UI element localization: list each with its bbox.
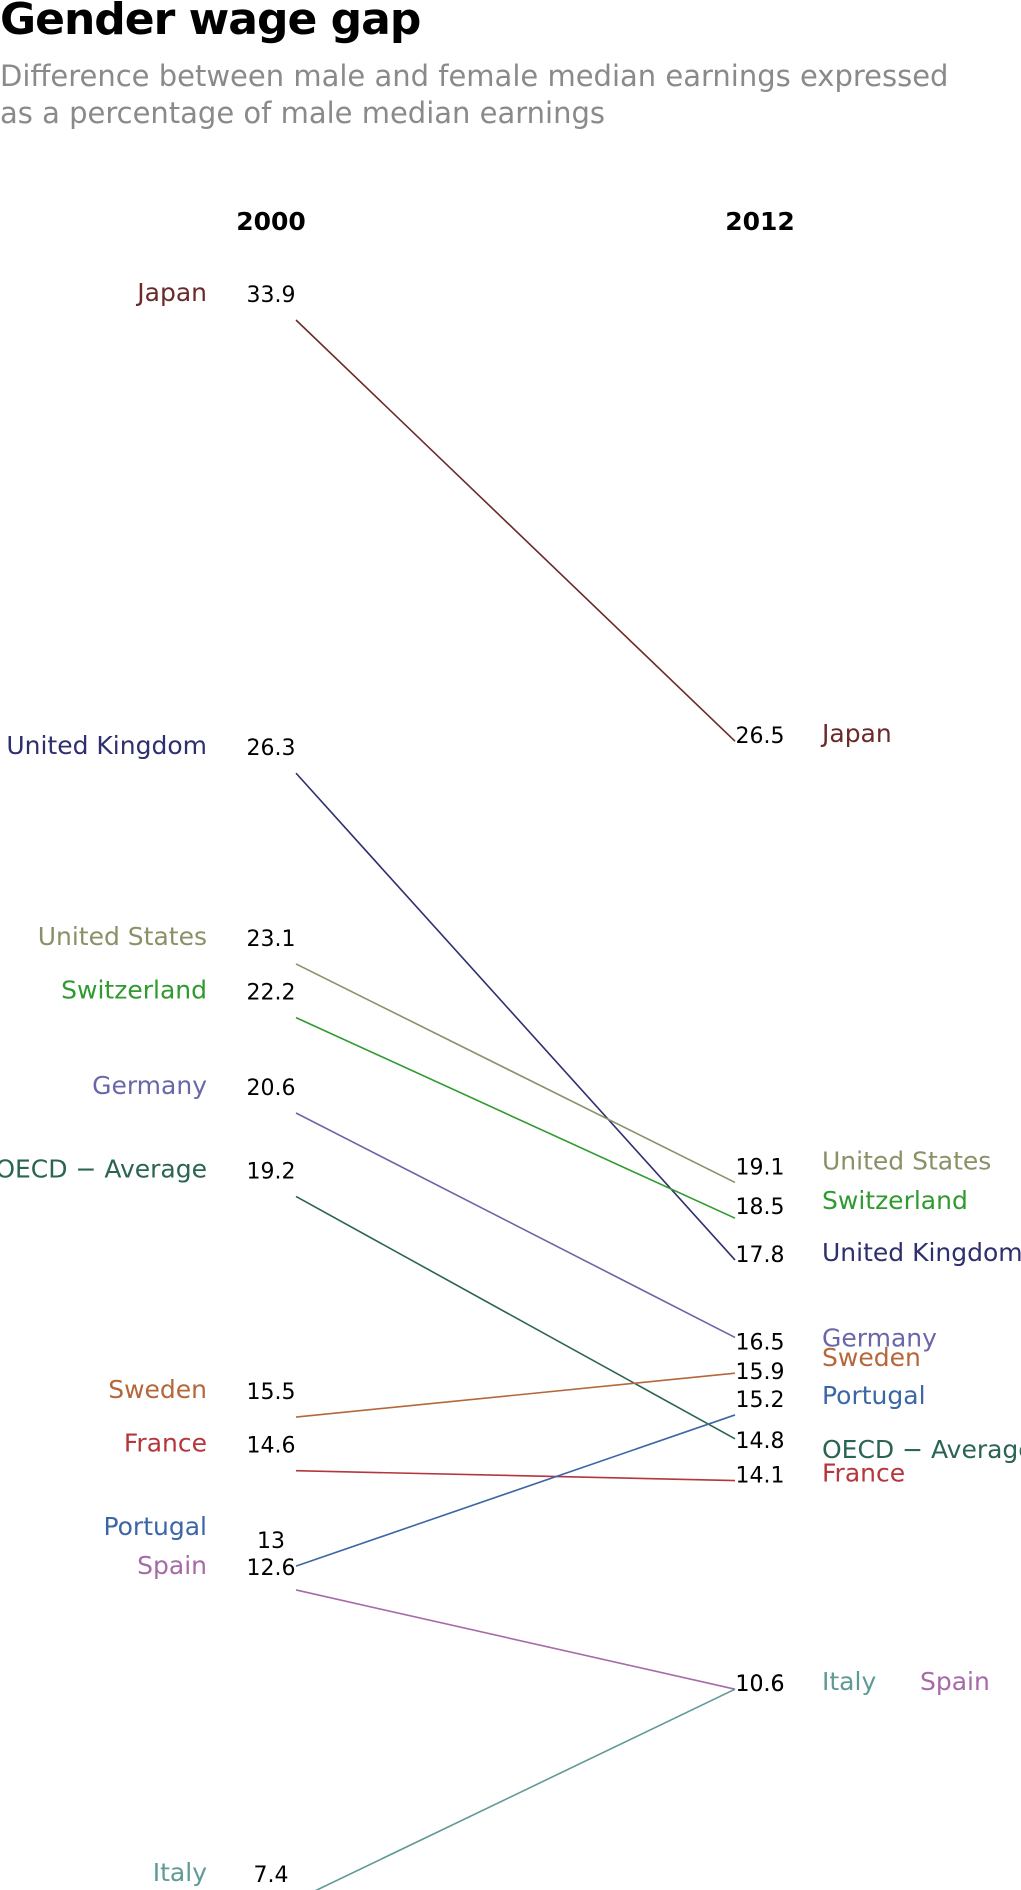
chart-subtitle: Difference between male and female media… — [0, 59, 949, 130]
country-label-2000-italy: Italy — [153, 1858, 207, 1887]
country-label-2000-united-kingdom: United Kingdom — [6, 731, 207, 760]
slope-line-germany — [295, 1112, 736, 1339]
country-label-2012-germany: Germany — [822, 1323, 937, 1352]
slope-line-japan — [295, 319, 736, 742]
value-2012-united-kingdom: 17.8 — [736, 1243, 785, 1268]
value-2000-sweden: 15.5 — [247, 1380, 296, 1405]
value-2012-portugal: 15.2 — [736, 1388, 785, 1413]
value-2000-switzerland: 22.2 — [247, 981, 296, 1006]
chart-title: Gender wage gap — [0, 0, 421, 45]
value-2000-germany: 20.6 — [247, 1076, 296, 1101]
value-2000-oecd-average: 19.2 — [247, 1159, 296, 1184]
country-label-2000-sweden: Sweden — [108, 1375, 207, 1404]
value-2012-italy: 10.6 — [736, 1672, 785, 1697]
value-2012-oecd-average: 14.8 — [736, 1429, 785, 1454]
value-2012-japan: 26.5 — [736, 724, 785, 749]
value-2000-italy: 7.4 — [254, 1863, 289, 1888]
slope-line-italy — [314, 1688, 736, 1890]
country-label-2000-japan: Japan — [135, 278, 207, 307]
column-header-2000: 2000 — [236, 207, 306, 236]
column-header-2012: 2012 — [725, 207, 795, 236]
slope-line-switzerland — [295, 1016, 736, 1219]
country-label-2000-portugal: Portugal — [103, 1512, 207, 1541]
value-2012-sweden: 15.9 — [736, 1360, 785, 1385]
value-2000-france: 14.6 — [247, 1434, 296, 1459]
country-label-2000-switzerland: Switzerland — [61, 976, 207, 1005]
slope-line-spain — [295, 1589, 736, 1690]
country-label-2012-france: France — [822, 1459, 905, 1488]
slope-line-portugal — [295, 1414, 736, 1567]
country-label-2012-italy: Italy — [822, 1667, 876, 1696]
value-2000-portugal: 13 — [257, 1529, 285, 1554]
country-label-2012-oecd-average: OECD − Average — [822, 1435, 1021, 1464]
country-label-2012-portugal: Portugal — [822, 1381, 926, 1410]
value-2000-united-kingdom: 26.3 — [247, 736, 296, 761]
slope-line-oecd-average — [295, 1195, 736, 1440]
value-2012-united-states: 19.1 — [736, 1155, 785, 1180]
country-label-2012-japan: Japan — [820, 719, 892, 748]
country-label-2000-france: France — [124, 1429, 207, 1458]
country-label-2000-spain: Spain — [137, 1551, 207, 1580]
country-label-2012-united-kingdom: United Kingdom — [822, 1238, 1021, 1267]
country-label-2012-sweden: Sweden — [822, 1343, 921, 1372]
country-label-2000-germany: Germany — [92, 1071, 207, 1100]
value-2000-japan: 33.9 — [247, 283, 296, 308]
slope-line-sweden — [295, 1372, 736, 1418]
slope-line-united-states — [295, 963, 736, 1184]
country-label-2000-oecd-average: OECD − Average — [0, 1154, 207, 1183]
value-2012-spain: 10.6 — [736, 1672, 785, 1697]
country-label-2000-united-states: United States — [38, 922, 207, 951]
value-2012-switzerland: 18.5 — [736, 1195, 785, 1220]
value-2012-germany: 16.5 — [736, 1330, 785, 1355]
value-2012-france: 14.1 — [736, 1464, 785, 1489]
country-label-2012-united-states: United States — [822, 1146, 991, 1175]
slope-line-united-kingdom — [295, 772, 736, 1261]
slope-line-france — [295, 1469, 736, 1482]
country-label-2012-switzerland: Switzerland — [822, 1186, 968, 1215]
country-label-2012-spain: Spain — [920, 1667, 990, 1696]
value-2000-spain: 12.6 — [247, 1556, 296, 1581]
value-2000-united-states: 23.1 — [247, 927, 296, 952]
